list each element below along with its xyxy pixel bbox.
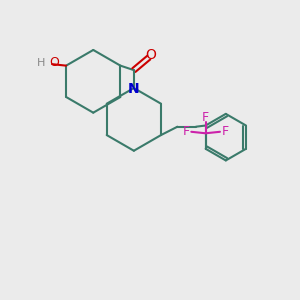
Text: F: F: [183, 125, 190, 138]
Text: N: N: [128, 82, 140, 96]
Text: F: F: [202, 111, 209, 124]
Text: O: O: [146, 48, 157, 62]
Text: O: O: [49, 56, 59, 70]
Text: F: F: [221, 125, 229, 138]
Text: H: H: [37, 58, 45, 68]
